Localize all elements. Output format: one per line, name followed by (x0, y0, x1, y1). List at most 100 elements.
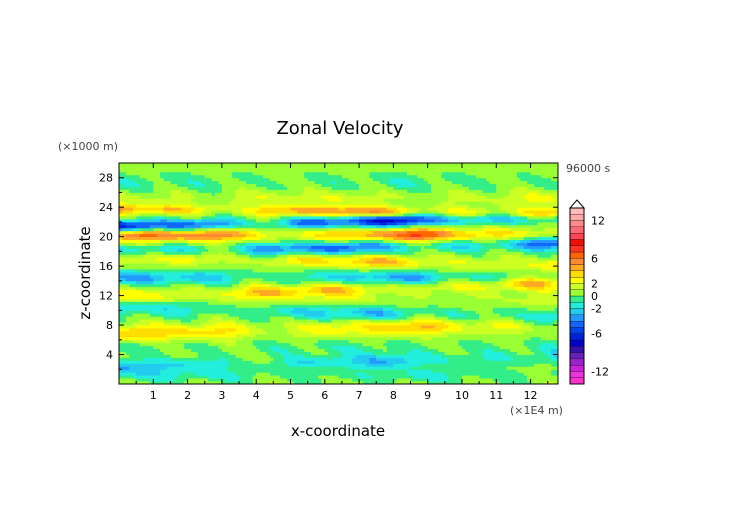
heatmap-cell (530, 292, 535, 296)
heatmap-cell (451, 325, 456, 329)
heatmap-cell (544, 330, 549, 335)
heatmap-cell (300, 269, 305, 273)
heatmap-cell (218, 313, 223, 317)
heatmap-cell (136, 289, 140, 294)
heatmap-cell (551, 310, 555, 314)
heatmap-cell (479, 301, 483, 305)
heatmap-cell (472, 372, 477, 376)
heatmap-cell (331, 339, 336, 344)
heatmap-cell (509, 313, 514, 317)
heatmap-cell (527, 325, 531, 329)
heatmap-cell (156, 272, 161, 276)
heatmap-cell (427, 307, 432, 311)
heatmap-cell (383, 381, 387, 385)
heatmap-cell (403, 372, 408, 376)
heatmap-cell (472, 272, 477, 276)
heatmap-cell (290, 269, 295, 273)
heatmap-cell (149, 269, 154, 273)
heatmap-cell (173, 378, 178, 382)
heatmap-cell (427, 357, 432, 361)
heatmap-cell (197, 286, 202, 291)
heatmap-cell (297, 328, 302, 332)
heatmap-cell (276, 304, 281, 308)
heatmap-cell (461, 310, 466, 314)
heatmap-cell (492, 342, 497, 347)
heatmap-cell (239, 272, 243, 276)
heatmap-cell (317, 283, 322, 288)
heatmap-cell (324, 345, 329, 350)
heatmap-cell (537, 292, 542, 296)
heatmap-cell (427, 313, 432, 317)
heatmap-cell (119, 336, 123, 341)
heatmap-cell (194, 292, 199, 296)
heatmap-cell (417, 274, 422, 279)
heatmap-cell (228, 330, 233, 335)
heatmap-cell (434, 357, 439, 361)
heatmap-cell (252, 328, 257, 332)
heatmap-cell (173, 336, 178, 341)
heatmap-cell (424, 339, 429, 344)
heatmap-cell (479, 289, 483, 294)
heatmap-cell (307, 381, 312, 385)
heatmap-cell (201, 304, 206, 308)
heatmap-cell (544, 286, 549, 291)
heatmap-cell (537, 381, 542, 385)
heatmap-cell (468, 333, 473, 338)
heatmap-cell (269, 354, 274, 358)
heatmap-cell (551, 277, 555, 282)
heatmap-cell (345, 375, 350, 379)
heatmap-cell (338, 354, 343, 358)
heatmap-cell (554, 272, 559, 276)
heatmap-cell (293, 269, 298, 273)
heatmap-cell (132, 277, 137, 282)
heatmap-cell (365, 322, 370, 326)
heatmap-cell (263, 345, 267, 350)
heatmap-cell (218, 378, 223, 382)
heatmap-cell (139, 369, 144, 373)
heatmap-cell (149, 357, 154, 361)
heatmap-cell (472, 286, 477, 291)
heatmap-cell (177, 351, 182, 355)
heatmap-cell (317, 378, 322, 382)
heatmap-cell (173, 381, 178, 385)
heatmap-cell (249, 363, 254, 367)
heatmap-cell (153, 295, 158, 299)
heatmap-cell (129, 354, 134, 358)
heatmap-cell (403, 378, 408, 382)
heatmap-cell (520, 328, 525, 332)
heatmap-cell (283, 325, 288, 329)
heatmap-cell (242, 310, 247, 314)
heatmap-cell (341, 360, 346, 364)
heatmap-cell (194, 372, 199, 376)
heatmap-cell (455, 372, 459, 376)
heatmap-cell (156, 274, 161, 279)
heatmap-cell (386, 366, 391, 370)
heatmap-cell (304, 351, 309, 355)
heatmap-cell (389, 301, 394, 305)
heatmap-cell (153, 351, 158, 355)
heatmap-cell (441, 333, 446, 338)
heatmap-cell (420, 286, 425, 291)
heatmap-cell (393, 301, 398, 305)
heatmap-cell (472, 269, 477, 273)
heatmap-cell (386, 304, 391, 308)
heatmap-cell (372, 277, 377, 282)
heatmap-cell (434, 292, 439, 296)
heatmap-cell (173, 325, 178, 329)
heatmap-cell (204, 336, 209, 341)
heatmap-cell (191, 330, 195, 335)
heatmap-cell (434, 381, 439, 385)
heatmap-cell (245, 351, 250, 355)
heatmap-cell (554, 357, 559, 361)
heatmap-cell (523, 322, 528, 326)
heatmap-cell (389, 269, 394, 273)
heatmap-cell (506, 351, 511, 355)
heatmap-cell (509, 354, 514, 358)
heatmap-cell (506, 366, 511, 370)
heatmap-cell (396, 328, 401, 332)
heatmap-cell (136, 313, 140, 317)
heatmap-cell (225, 283, 230, 288)
heatmap-cell (527, 381, 531, 385)
heatmap-cell (523, 292, 528, 296)
heatmap-cell (273, 283, 278, 288)
